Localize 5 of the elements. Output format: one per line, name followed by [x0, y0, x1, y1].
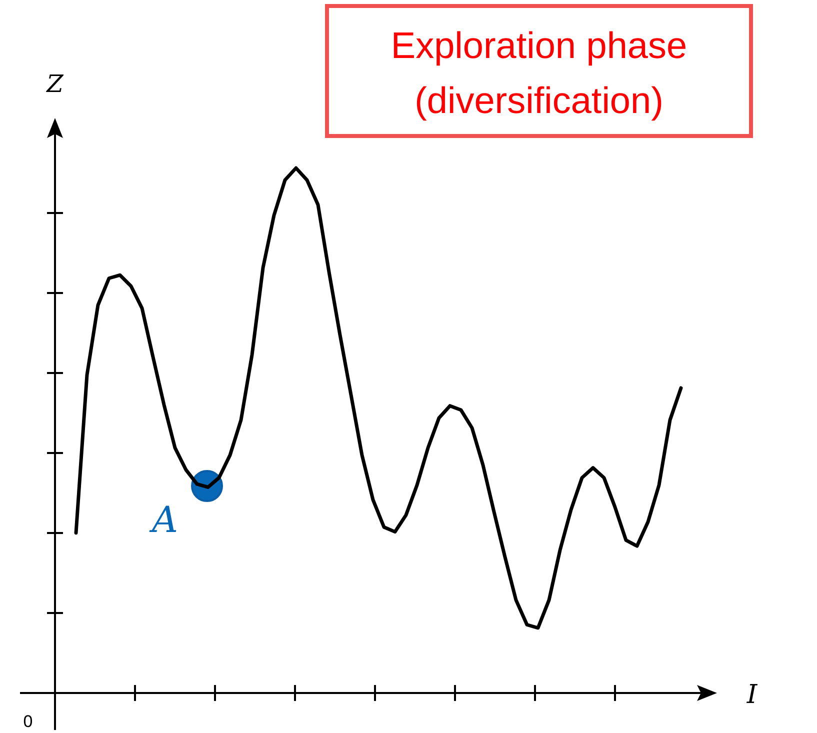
x-axis-title: I — [746, 680, 758, 710]
annotation: A — [149, 500, 178, 541]
chart-title: Exploration phase (diversification) — [390, 25, 688, 121]
text: 0 — [23, 712, 33, 731]
y-axis-title: Z — [46, 70, 65, 98]
